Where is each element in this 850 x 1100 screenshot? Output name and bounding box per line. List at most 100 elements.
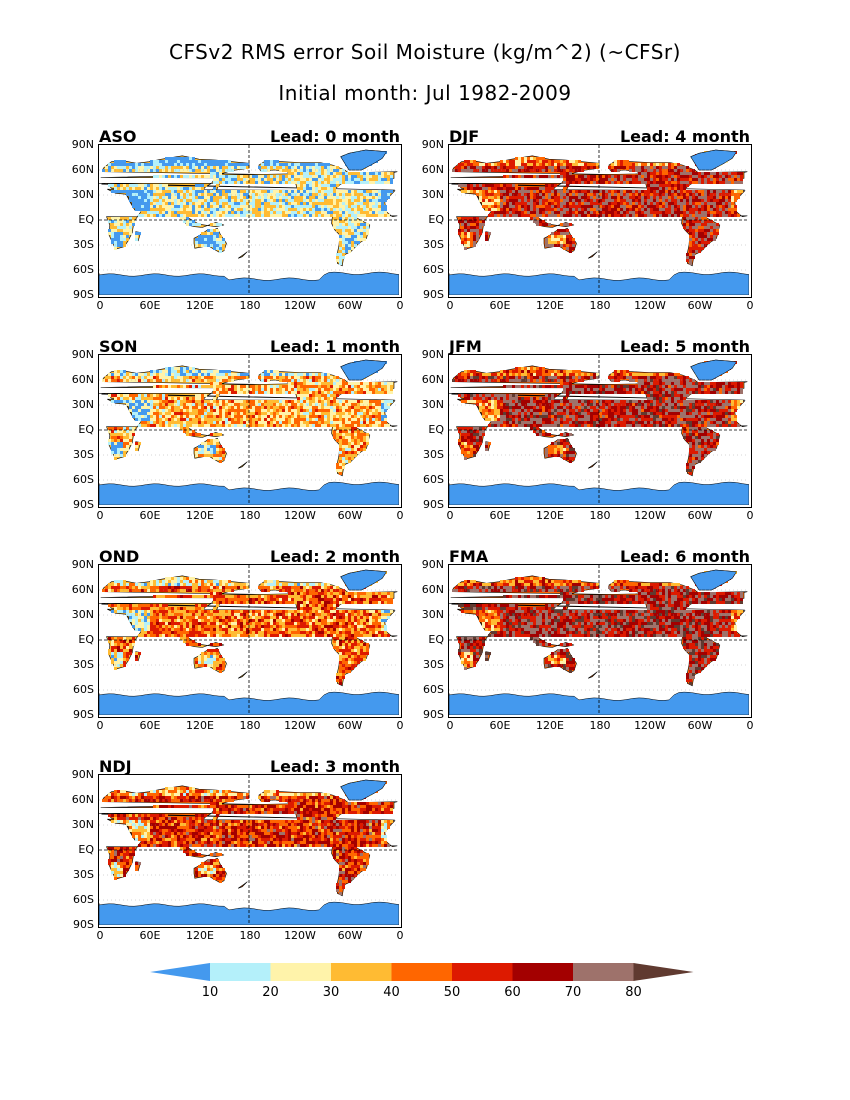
soil-cell xyxy=(593,190,596,193)
soil-cell xyxy=(354,406,357,409)
soil-cell xyxy=(387,214,390,217)
soil-cell xyxy=(321,202,324,205)
soil-cell xyxy=(554,169,557,172)
soil-cell xyxy=(530,202,533,205)
soil-cell xyxy=(159,373,162,376)
soil-cell xyxy=(503,184,506,187)
soil-cell xyxy=(204,205,207,208)
soil-cell xyxy=(219,238,222,241)
soil-cell xyxy=(282,175,285,178)
soil-cell xyxy=(297,424,300,427)
soil-cell xyxy=(360,190,363,193)
soil-cell xyxy=(174,421,177,424)
soil-cell xyxy=(204,445,207,448)
soil-cell xyxy=(336,205,339,208)
soil-cell xyxy=(249,193,252,196)
soil-cell xyxy=(150,373,153,376)
soil-cell xyxy=(222,247,225,250)
soil-cell xyxy=(327,175,330,178)
soil-cell xyxy=(207,448,210,451)
soil-cell xyxy=(174,406,177,409)
soil-cell xyxy=(210,172,213,175)
soil-cell xyxy=(159,205,162,208)
soil-cell xyxy=(674,184,677,187)
soil-cell xyxy=(602,205,605,208)
soil-cell xyxy=(216,394,219,397)
soil-cell xyxy=(351,202,354,205)
soil-cell xyxy=(111,190,114,193)
soil-cell xyxy=(318,163,321,166)
soil-cell xyxy=(303,184,306,187)
soil-cell xyxy=(198,421,201,424)
soil-cell xyxy=(503,187,506,190)
soil-cell xyxy=(345,181,348,184)
soil-cell xyxy=(488,214,491,217)
soil-cell xyxy=(273,202,276,205)
soil-cell xyxy=(515,163,518,166)
soil-cell xyxy=(491,205,494,208)
soil-cell xyxy=(162,373,165,376)
soil-cell xyxy=(704,244,707,247)
soil-cell xyxy=(204,409,207,412)
soil-cell xyxy=(243,190,246,193)
soil-cell xyxy=(686,193,689,196)
soil-cell xyxy=(237,214,240,217)
soil-cell xyxy=(318,208,321,211)
soil-cell xyxy=(183,403,186,406)
soil-cell xyxy=(707,196,710,199)
soil-cell xyxy=(246,373,249,376)
soil-cell xyxy=(180,376,183,379)
soil-cell xyxy=(527,166,530,169)
soil-cell xyxy=(677,166,680,169)
soil-cell xyxy=(342,235,345,238)
soil-cell xyxy=(521,175,524,178)
soil-cell xyxy=(584,193,587,196)
soil-cell xyxy=(252,193,255,196)
soil-cell xyxy=(216,172,219,175)
soil-cell xyxy=(210,241,213,244)
soil-cell xyxy=(569,205,572,208)
soil-cell xyxy=(120,442,123,445)
soil-cell xyxy=(737,190,740,193)
soil-cell xyxy=(716,193,719,196)
soil-cell xyxy=(360,391,363,394)
soil-cell xyxy=(566,205,569,208)
soil-cell xyxy=(548,166,551,169)
soil-cell xyxy=(294,388,297,391)
soil-cell xyxy=(707,241,710,244)
soil-cell xyxy=(237,391,240,394)
soil-cell xyxy=(728,181,731,184)
soil-cell xyxy=(231,178,234,181)
soil-cell xyxy=(132,427,135,430)
soil-cell xyxy=(324,190,327,193)
soil-cell xyxy=(731,214,734,217)
soil-cell xyxy=(530,187,533,190)
soil-cell xyxy=(698,250,701,253)
soil-cell xyxy=(569,193,572,196)
soil-cell xyxy=(650,181,653,184)
soil-cell xyxy=(686,175,689,178)
soil-cell xyxy=(638,208,641,211)
soil-cell xyxy=(270,214,273,217)
soil-cell xyxy=(282,376,285,379)
soil-cell xyxy=(210,235,213,238)
soil-cell xyxy=(710,178,713,181)
soil-cell xyxy=(342,220,345,223)
soil-cell xyxy=(201,445,204,448)
soil-cell xyxy=(300,385,303,388)
soil-cell xyxy=(324,169,327,172)
soil-cell xyxy=(539,190,542,193)
soil-cell xyxy=(273,196,276,199)
map-panel: DJF Lead: 4 month 90N 60N 30N EQ 30S 60S 90S 0 60E… xyxy=(422,127,768,327)
soil-cell xyxy=(686,172,689,175)
soil-cell xyxy=(554,190,557,193)
soil-cell xyxy=(141,196,144,199)
soil-cell xyxy=(563,211,566,214)
soil-cell xyxy=(345,211,348,214)
soil-cell xyxy=(548,208,551,211)
soil-cell xyxy=(731,199,734,202)
soil-cell xyxy=(363,181,366,184)
soil-cell xyxy=(572,205,575,208)
soil-cell xyxy=(213,418,216,421)
soil-cell xyxy=(545,208,548,211)
